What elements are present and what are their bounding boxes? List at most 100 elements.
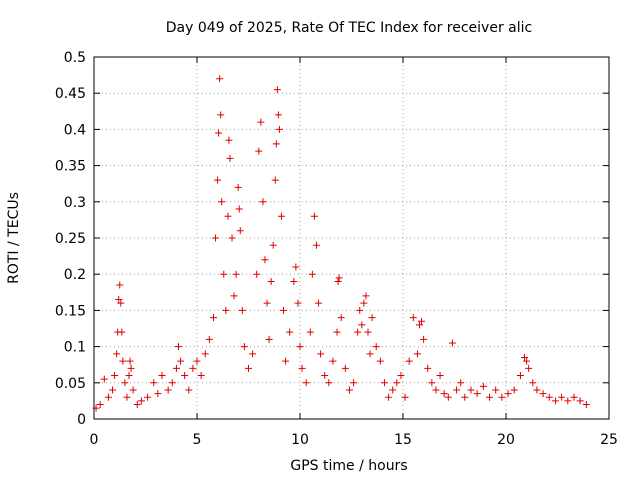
data-point bbox=[533, 386, 541, 394]
data-point bbox=[551, 397, 559, 405]
data-point bbox=[201, 350, 209, 358]
data-point bbox=[127, 364, 135, 372]
data-point bbox=[380, 379, 388, 387]
data-point bbox=[329, 357, 337, 365]
data-point bbox=[308, 270, 316, 278]
data-point bbox=[317, 350, 325, 358]
x-tick-labels: 0 5 10 15 20 25 bbox=[90, 432, 618, 448]
data-point bbox=[277, 212, 285, 220]
x-tick-label: 10 bbox=[291, 432, 309, 448]
data-point bbox=[298, 364, 306, 372]
data-point bbox=[286, 328, 294, 336]
data-point bbox=[321, 372, 329, 380]
data-point bbox=[129, 386, 137, 394]
data-point bbox=[225, 136, 233, 144]
data-point bbox=[249, 350, 257, 358]
data-point bbox=[473, 390, 481, 398]
data-point bbox=[409, 314, 417, 322]
data-point bbox=[236, 227, 244, 235]
data-point bbox=[389, 386, 397, 394]
data-point bbox=[510, 386, 518, 394]
y-tick-label: 0 bbox=[77, 412, 86, 428]
data-point bbox=[413, 350, 421, 358]
x-tick-label: 0 bbox=[90, 432, 99, 448]
data-point bbox=[118, 328, 126, 336]
data-point bbox=[133, 401, 141, 409]
data-point bbox=[267, 277, 275, 285]
data-point bbox=[432, 386, 440, 394]
data-point bbox=[302, 379, 310, 387]
data-point bbox=[444, 393, 452, 401]
data-point bbox=[245, 364, 252, 372]
data-point bbox=[274, 111, 282, 119]
data-point bbox=[333, 328, 341, 336]
data-point bbox=[362, 292, 370, 300]
data-point bbox=[137, 397, 145, 405]
data-point bbox=[275, 125, 283, 133]
data-point bbox=[453, 386, 461, 394]
data-point bbox=[366, 350, 374, 358]
data-point bbox=[337, 314, 345, 322]
data-point bbox=[335, 274, 343, 282]
data-point bbox=[259, 198, 267, 206]
data-point bbox=[448, 339, 456, 347]
data-point bbox=[253, 270, 261, 278]
data-point bbox=[205, 335, 213, 343]
data-point bbox=[273, 86, 281, 94]
data-point bbox=[440, 390, 448, 398]
data-point bbox=[209, 314, 217, 322]
data-point bbox=[181, 372, 189, 380]
grid-lines bbox=[94, 57, 609, 419]
data-point bbox=[100, 375, 108, 383]
data-point bbox=[96, 401, 104, 409]
x-tick-label: 25 bbox=[600, 432, 618, 448]
data-point bbox=[570, 393, 578, 401]
data-point bbox=[121, 379, 129, 387]
data-point bbox=[358, 321, 366, 329]
data-point bbox=[296, 343, 304, 351]
data-point bbox=[212, 234, 220, 242]
data-point bbox=[222, 306, 230, 314]
data-point bbox=[415, 321, 423, 329]
y-axis-label: ROTI / TECUs bbox=[6, 192, 22, 284]
data-point bbox=[280, 306, 288, 314]
x-axis-label: GPS time / hours bbox=[290, 458, 407, 474]
data-point bbox=[292, 263, 300, 271]
data-point bbox=[504, 390, 512, 398]
data-point bbox=[350, 379, 358, 387]
data-points bbox=[92, 75, 590, 412]
data-point bbox=[265, 335, 273, 343]
data-point bbox=[529, 379, 537, 387]
data-point bbox=[116, 281, 124, 289]
data-point bbox=[582, 401, 590, 409]
data-point bbox=[516, 372, 524, 380]
data-point bbox=[312, 241, 320, 249]
chart-title: Day 049 of 2025, Rate Of TEC Index for r… bbox=[166, 20, 532, 36]
data-point bbox=[498, 393, 506, 401]
data-point bbox=[341, 364, 349, 372]
data-point bbox=[218, 198, 226, 206]
data-point bbox=[436, 372, 444, 380]
data-point bbox=[271, 176, 279, 184]
data-point bbox=[492, 386, 500, 394]
data-point bbox=[174, 343, 182, 351]
data-point bbox=[238, 306, 246, 314]
data-point bbox=[177, 357, 185, 365]
y-tick-label: 0.5 bbox=[64, 50, 86, 66]
data-point bbox=[224, 212, 232, 220]
data-point bbox=[521, 353, 529, 361]
data-point bbox=[405, 357, 413, 365]
data-point bbox=[216, 75, 224, 83]
data-point bbox=[172, 364, 180, 372]
data-point bbox=[401, 393, 409, 401]
x-tick-label: 5 bbox=[193, 432, 202, 448]
data-point bbox=[255, 147, 263, 155]
data-point bbox=[257, 118, 265, 126]
data-point bbox=[240, 343, 248, 351]
data-point bbox=[123, 393, 131, 401]
data-point bbox=[564, 397, 572, 405]
data-point bbox=[189, 364, 197, 372]
data-point bbox=[418, 317, 426, 325]
data-point bbox=[360, 299, 368, 307]
y-tick-label: 0.4 bbox=[64, 122, 86, 138]
